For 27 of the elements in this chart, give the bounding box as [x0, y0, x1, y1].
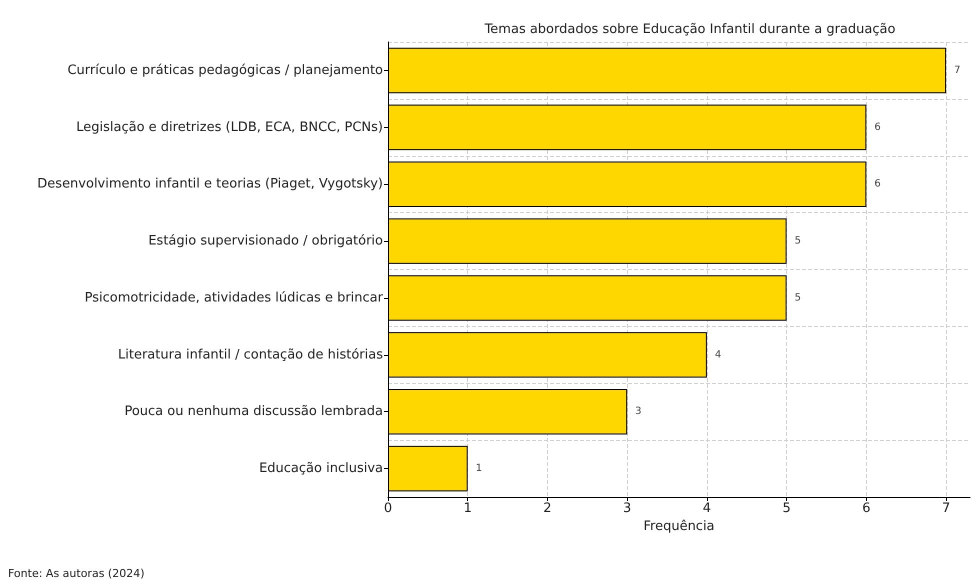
x-tick-label: 0: [384, 501, 392, 516]
y-tick-label: Desenvolvimento infantil e teorias (Piaget, Vygotsky): [37, 176, 383, 192]
x-tick-label: 7: [942, 501, 950, 516]
x-tick-label: 5: [782, 501, 791, 516]
y-tick-label: Psicomotricidade, atividades lúdicas e brincar: [84, 290, 384, 306]
data-label: 6: [874, 122, 881, 133]
y-tick-label: Literatura infantil / contação de histórias: [118, 347, 384, 362]
y-tick-label: Legislação e diretrizes (LDB, ECA, BNCC, PCNs): [76, 120, 383, 135]
x-tick-label: 3: [623, 501, 632, 516]
source-note: Fonte: As autoras (2024): [8, 567, 144, 580]
data-label: 5: [794, 236, 802, 247]
data-label: 1: [476, 463, 482, 474]
x-tick-label: 6: [862, 501, 870, 516]
y-tick-label: Educação inclusiva: [259, 461, 383, 476]
x-tick-label: 1: [464, 501, 472, 516]
data-label: 6: [874, 178, 881, 190]
data-label: 7: [954, 64, 960, 76]
x-axis-title: Frequência: [643, 518, 715, 534]
data-label: 3: [635, 406, 642, 418]
y-tick-label: Estágio supervisionado / obrigatório: [148, 234, 384, 249]
chart-title: Temas abordados sobre Educação Infantil durante a graduação: [484, 22, 896, 37]
y-tick-label: Pouca ou nenhuma discussão lembrada: [124, 404, 383, 420]
y-tick-label: Currículo e práticas pedagógicas / planejamento: [67, 62, 384, 78]
x-tick-label: 2: [543, 501, 552, 516]
data-label: 4: [714, 349, 722, 360]
data-label: 5: [794, 292, 802, 304]
x-tick-label: 4: [702, 501, 712, 516]
